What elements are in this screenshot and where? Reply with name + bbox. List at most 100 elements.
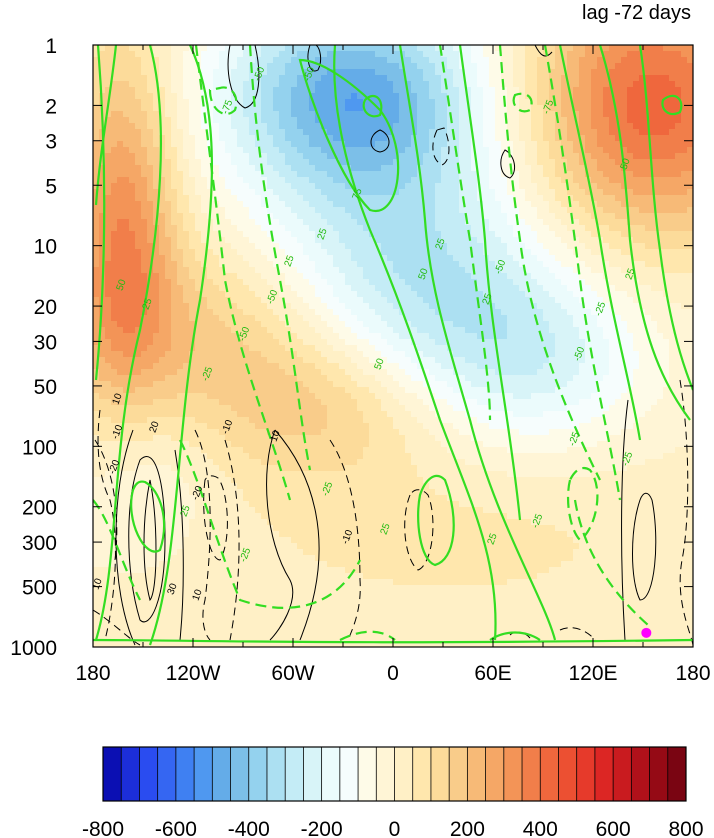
shading-cell [171,159,178,166]
shading-cell [195,195,202,202]
shading-cell [333,465,340,472]
shading-cell [357,333,364,340]
shading-cell [147,123,154,130]
shading-cell [231,417,238,424]
shading-cell [189,357,196,364]
shading-cell [99,477,106,484]
shading-cell [213,615,220,622]
shading-cell [153,177,160,184]
shading-cell [321,357,328,364]
shading-cell [369,633,376,640]
shading-cell [267,255,274,262]
shading-cell [327,267,334,274]
shading-cell [201,405,208,412]
shading-cell [351,111,358,118]
shading-cell [279,183,286,190]
shading-cell [279,489,286,496]
shading-cell [273,183,280,190]
shading-cell [105,291,112,298]
shading-cell [153,207,160,214]
shading-cell [243,255,250,262]
shading-cell [207,501,214,508]
shading-cell [177,315,184,322]
shading-cell [135,105,142,112]
shading-cell [363,549,370,556]
shading-cell [93,561,100,568]
shading-cell [111,597,118,604]
shading-cell [327,363,334,370]
shading-cell [171,309,178,316]
shading-cell [267,243,274,250]
shading-cell [219,51,226,58]
shading-cell [291,387,298,394]
shading-cell [183,465,190,472]
shading-cell [141,45,148,52]
shading-cell [273,423,280,430]
shading-cell [375,285,382,292]
shading-cell [327,597,334,604]
shading-cell [321,519,328,526]
shading-cell [171,603,178,610]
shading-cell [195,315,202,322]
shading-cell [105,561,112,568]
shading-cell [231,183,238,190]
shading-cell [147,69,154,76]
shading-cell [303,411,310,418]
shading-cell [303,351,310,358]
shading-cell [153,195,160,202]
shading-cell [219,621,226,628]
shading-cell [339,561,346,568]
shading-cell [321,501,328,508]
shading-cell [231,351,238,358]
shading-cell [177,591,184,598]
shading-cell [369,573,376,580]
shading-cell [111,369,118,376]
shading-cell [141,249,148,256]
shading-cell [315,501,322,508]
shading-cell [195,555,202,562]
shading-cell [255,267,262,274]
shading-cell [279,87,286,94]
shading-cell [189,243,196,250]
shading-cell [195,117,202,124]
shading-cell [141,195,148,202]
shading-cell [369,57,376,64]
shading-cell [273,57,280,64]
shading-cell [195,183,202,190]
shading-cell [321,567,328,574]
shading-cell [327,261,334,268]
shading-cell [369,387,376,394]
shading-cell [183,309,190,316]
shading-cell [279,351,286,358]
shading-cell [243,387,250,394]
shading-cell [183,363,190,370]
shading-cell [153,105,160,112]
shading-cell [195,147,202,154]
shading-cell [135,159,142,166]
shading-cell [201,285,208,292]
shading-cell [381,567,388,574]
shading-cell [123,207,130,214]
shading-cell [117,75,124,82]
shading-cell [339,501,346,508]
shading-cell [285,489,292,496]
shading-cell [201,171,208,178]
shading-cell [327,135,334,142]
shading-cell [225,339,232,346]
shading-cell [321,339,328,346]
shading-cell [237,369,244,376]
shading-cell [219,75,226,82]
shading-cell [111,351,118,358]
shading-cell [267,459,274,466]
shading-cell [231,69,238,76]
shading-cell [309,285,316,292]
shading-cell [93,597,100,604]
shading-cell [207,225,214,232]
shading-cell [207,561,214,568]
shading-cell [303,435,310,442]
shading-cell [141,63,148,70]
shading-cell [171,105,178,112]
shading-cell [255,117,262,124]
shading-cell [273,459,280,466]
shading-cell [273,375,280,382]
